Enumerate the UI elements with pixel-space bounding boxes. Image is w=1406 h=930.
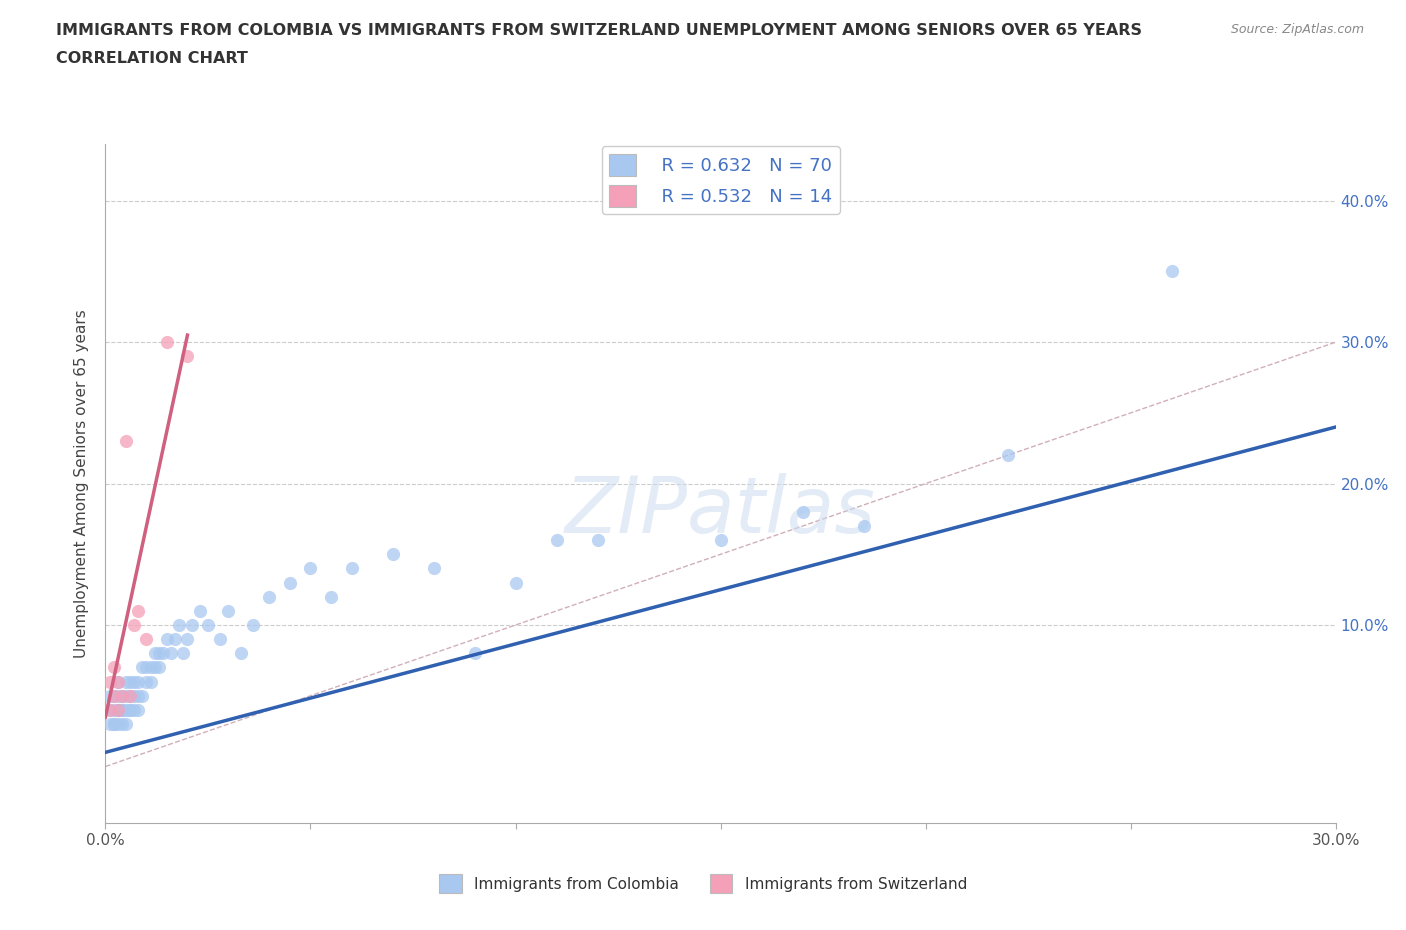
Point: [115, 433, 138, 448]
Point: [188, 604, 211, 618]
Point: [340, 561, 363, 576]
Point: [122, 674, 145, 689]
Point: [107, 717, 129, 732]
Point: [143, 660, 166, 675]
Point: [120, 702, 141, 717]
Point: [127, 688, 149, 703]
Point: [853, 519, 876, 534]
Point: [111, 702, 134, 717]
Point: [242, 618, 264, 632]
Point: [169, 618, 191, 632]
Point: [135, 660, 157, 675]
Point: [172, 646, 194, 661]
Text: ZIPatlas: ZIPatlas: [565, 472, 876, 549]
Point: [710, 533, 733, 548]
Point: [107, 702, 129, 717]
Point: [98, 717, 121, 732]
Point: [111, 688, 134, 703]
Point: [464, 646, 486, 661]
Point: [139, 674, 162, 689]
Point: [165, 631, 187, 646]
Point: [127, 604, 149, 618]
Point: [156, 335, 179, 350]
Point: [139, 660, 162, 675]
Point: [122, 618, 145, 632]
Point: [111, 717, 134, 732]
Point: [98, 702, 121, 717]
Point: [127, 674, 149, 689]
Point: [103, 688, 125, 703]
Point: [122, 702, 145, 717]
Text: CORRELATION CHART: CORRELATION CHART: [56, 51, 247, 66]
Point: [98, 674, 121, 689]
Point: [122, 688, 145, 703]
Legend:   R = 0.632   N = 70,   R = 0.532   N = 14: R = 0.632 N = 70, R = 0.532 N = 14: [602, 146, 839, 214]
Point: [98, 688, 121, 703]
Point: [107, 688, 129, 703]
Point: [103, 702, 125, 717]
Point: [103, 688, 125, 703]
Point: [259, 590, 281, 604]
Point: [111, 688, 134, 703]
Point: [103, 660, 125, 675]
Point: [107, 702, 129, 717]
Point: [160, 646, 183, 661]
Point: [131, 688, 153, 703]
Point: [107, 674, 129, 689]
Text: Source: ZipAtlas.com: Source: ZipAtlas.com: [1230, 23, 1364, 36]
Point: [1160, 264, 1182, 279]
Point: [115, 717, 138, 732]
Point: [120, 688, 141, 703]
Point: [120, 674, 141, 689]
Point: [148, 660, 170, 675]
Point: [381, 547, 404, 562]
Point: [115, 688, 138, 703]
Point: [148, 646, 170, 661]
Point: [120, 688, 141, 703]
Point: [131, 660, 153, 675]
Point: [120, 702, 141, 717]
Point: [143, 646, 166, 661]
Point: [218, 604, 240, 618]
Point: [278, 575, 301, 590]
Point: [115, 674, 138, 689]
Point: [156, 631, 179, 646]
Point: [107, 702, 129, 717]
Point: [135, 674, 157, 689]
Point: [229, 646, 252, 661]
Y-axis label: Unemployment Among Seniors over 65 years: Unemployment Among Seniors over 65 years: [75, 310, 90, 658]
Point: [107, 674, 129, 689]
Point: [115, 702, 138, 717]
Point: [586, 533, 609, 548]
Point: [997, 448, 1019, 463]
Point: [152, 646, 174, 661]
Point: [111, 702, 134, 717]
Point: [127, 702, 149, 717]
Point: [319, 590, 342, 604]
Point: [422, 561, 444, 576]
Point: [180, 618, 202, 632]
Point: [197, 618, 219, 632]
Point: [103, 717, 125, 732]
Point: [792, 504, 814, 519]
Point: [103, 717, 125, 732]
Point: [135, 631, 157, 646]
Point: [98, 702, 121, 717]
Point: [209, 631, 232, 646]
Point: [546, 533, 568, 548]
Point: [505, 575, 527, 590]
Point: [176, 631, 198, 646]
Point: [176, 349, 198, 364]
Text: IMMIGRANTS FROM COLOMBIA VS IMMIGRANTS FROM SWITZERLAND UNEMPLOYMENT AMONG SENIO: IMMIGRANTS FROM COLOMBIA VS IMMIGRANTS F…: [56, 23, 1142, 38]
Legend: Immigrants from Colombia, Immigrants from Switzerland: Immigrants from Colombia, Immigrants fro…: [433, 869, 973, 899]
Point: [299, 561, 322, 576]
